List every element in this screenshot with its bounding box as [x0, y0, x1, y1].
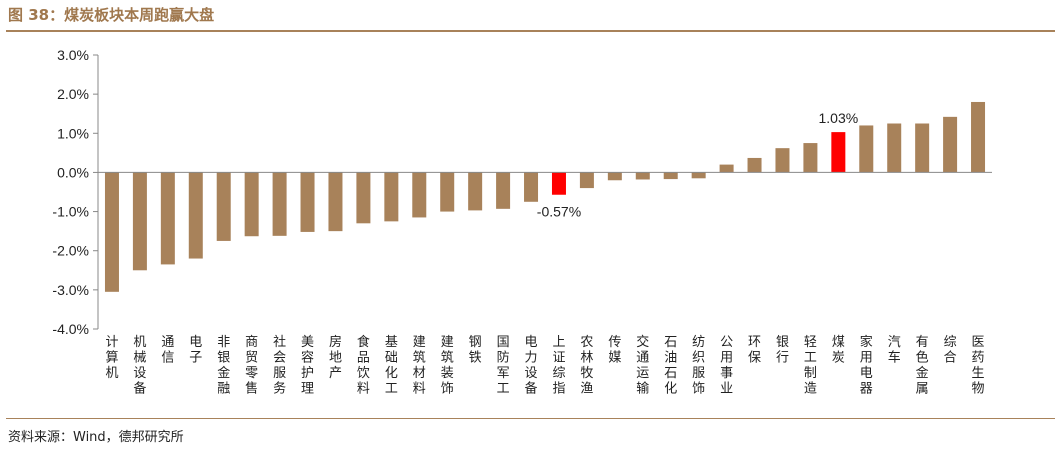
bar-chart: 3.0% 2.0% 1.0% 0.0% -1.0% -2.0% -3.0% -4.0% 计算机… [52, 47, 992, 397]
y-tick-label: -3.0% [52, 282, 89, 298]
category-label: 建筑材料 [413, 335, 426, 397]
bar-基础化工 [384, 172, 399, 222]
category-label: 食品饮料 [357, 334, 370, 397]
bar-建筑材料 [412, 172, 427, 218]
category-label: 国防军工 [497, 335, 510, 397]
category-label: 农林牧渔 [580, 335, 593, 397]
category-label: 美容护理 [301, 335, 314, 397]
bar-电力设备 [524, 172, 539, 202]
y-axis: 3.0% 2.0% 1.0% 0.0% -1.0% -2.0% -3.0% -4.0% [52, 47, 99, 337]
bar-家用电器 [859, 125, 874, 173]
bar-综合 [943, 116, 958, 173]
bar-传媒 [607, 172, 622, 181]
category-label: 医药生物 [972, 335, 985, 397]
data-label: -0.57% [537, 204, 581, 220]
category-label: 基础化工 [385, 335, 398, 397]
bar-钢铁 [468, 172, 483, 211]
data-label: 1.03% [818, 110, 858, 126]
bar-银行 [775, 148, 790, 173]
category-label: 计算机 [105, 335, 118, 381]
category-label: 电力设备 [525, 335, 538, 397]
source-rule [6, 418, 1055, 419]
bar-机械设备 [132, 172, 147, 271]
figure-title: 图 38：煤炭板块本周跑赢大盘 [8, 6, 215, 24]
y-tick-label: 3.0% [57, 47, 89, 63]
y-tick-label: 0.0% [57, 164, 89, 180]
bar-电子 [188, 172, 203, 259]
category-label: 银行 [776, 335, 789, 366]
bar-国防军工 [496, 172, 511, 209]
category-label: 家用电器 [860, 334, 873, 397]
category-label: 房地产 [329, 334, 342, 381]
category-label: 综合 [944, 335, 957, 366]
category-label: 石油石化 [664, 335, 677, 397]
data-labels: -0.57% 1.03% [537, 110, 858, 220]
bar-计算机 [104, 172, 119, 292]
category-label: 轻工制造 [804, 335, 817, 397]
category-label: 交通运输 [636, 334, 649, 397]
title-rule [6, 30, 1055, 32]
category-label: 有色金属 [916, 335, 929, 397]
category-label: 非银金融 [217, 335, 230, 397]
bar-交通运输 [635, 172, 650, 180]
category-label: 上证综指 [552, 335, 565, 397]
bar-有色金属 [915, 123, 930, 173]
bar-通信 [160, 172, 175, 265]
y-tick-label: -4.0% [52, 321, 89, 337]
y-tick-label: 1.0% [57, 125, 89, 141]
category-label: 公用事业 [720, 335, 733, 397]
category-label: 电子 [189, 335, 202, 366]
category-label: 机械设备 [133, 335, 146, 397]
y-tick-label: -1.0% [52, 204, 89, 220]
bar-食品饮料 [356, 172, 371, 224]
category-label: 环保 [748, 335, 761, 366]
category-label: 建筑装饰 [441, 335, 454, 397]
y-tick-label: 2.0% [57, 86, 89, 102]
bar-轻工制造 [803, 143, 818, 173]
bar-医药生物 [971, 101, 986, 173]
category-label: 汽车 [888, 335, 901, 366]
category-label: 社会服务 [273, 334, 286, 397]
bar-建筑装饰 [440, 172, 455, 212]
category-label: 钢铁 [469, 335, 482, 366]
bar-非银金融 [216, 172, 231, 241]
bar-纺织服饰 [691, 172, 706, 179]
bar-社会服务 [272, 172, 287, 236]
bar-上证综指 [551, 172, 566, 195]
bar-房地产 [328, 172, 343, 232]
category-label: 传媒 [608, 335, 621, 366]
bar-环保 [747, 157, 762, 173]
source-note: 资料来源：Wind，德邦研究所 [8, 430, 184, 445]
bar-公用事业 [719, 164, 734, 173]
category-label: 商贸零售 [245, 335, 258, 397]
bar-煤炭 [831, 132, 846, 173]
bar-美容护理 [300, 172, 315, 232]
category-label: 煤炭 [832, 335, 845, 366]
bar-商贸零售 [244, 172, 259, 237]
category-label: 通信 [161, 335, 174, 366]
bar-汽车 [887, 123, 902, 173]
bar-石油石化 [663, 172, 678, 180]
bar-农林牧渔 [579, 172, 594, 189]
category-label: 纺织服饰 [692, 335, 705, 397]
y-tick-label: -2.0% [52, 243, 89, 259]
bars-group [104, 101, 986, 292]
